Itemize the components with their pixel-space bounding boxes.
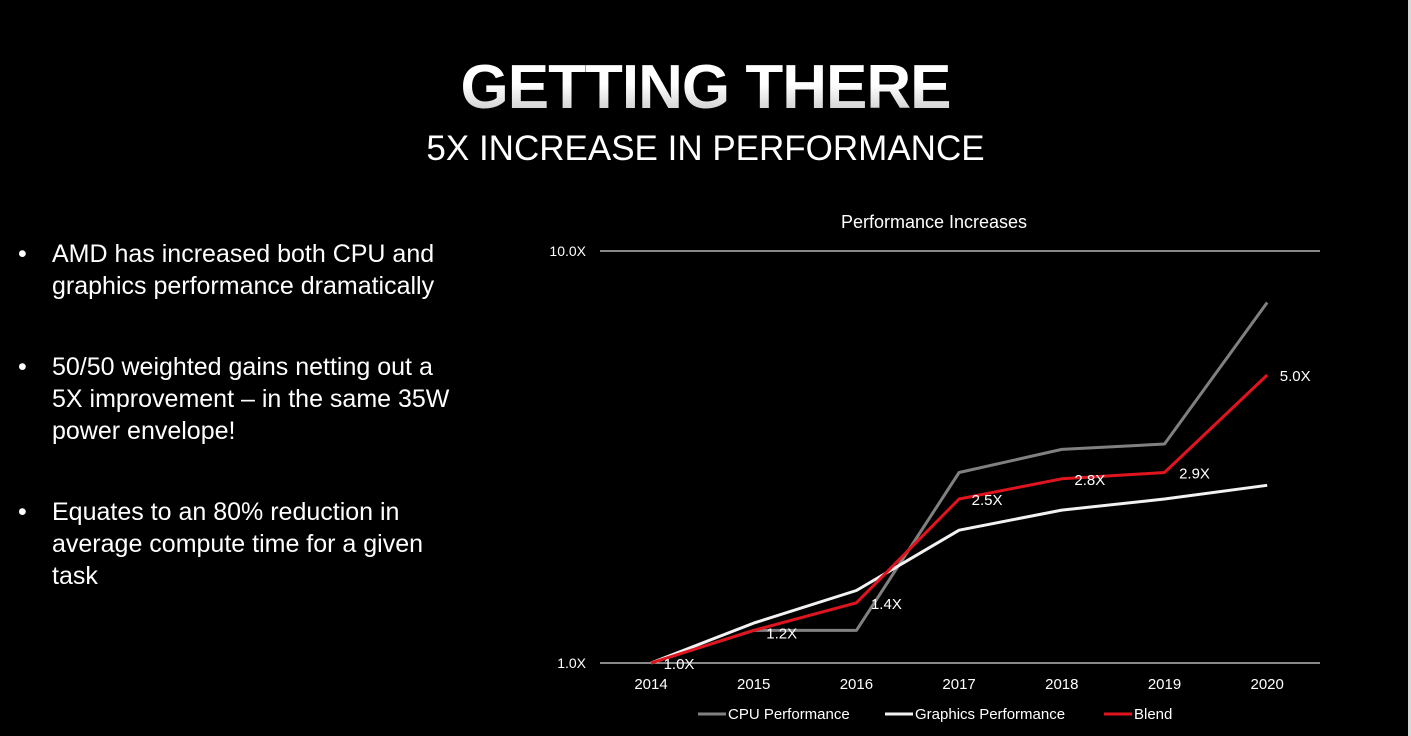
data-label: 5.0X bbox=[1280, 368, 1311, 385]
data-label: 2.8X bbox=[1074, 472, 1105, 489]
right-edge-border bbox=[1408, 0, 1411, 736]
bullet-list: • AMD has increased both CPU and graphic… bbox=[18, 238, 458, 641]
x-tick-label: 2014 bbox=[634, 676, 667, 693]
series-line-cpu-performance bbox=[650, 301, 1269, 665]
data-label: 1.2X bbox=[766, 625, 797, 642]
data-label: 2.5X bbox=[972, 492, 1003, 509]
slide-subtitle: 5X INCREASE IN PERFORMANCE bbox=[426, 129, 985, 168]
x-tick-label: 2016 bbox=[840, 676, 873, 693]
series-line-blend bbox=[650, 373, 1269, 665]
data-label: 2.9X bbox=[1179, 465, 1210, 482]
performance-chart: Performance Increases 10.0X 1.0X 2014 2015 20… bbox=[549, 212, 1320, 723]
legend-label: Graphics Performance bbox=[915, 706, 1065, 723]
bullet-item: • AMD has increased both CPU and graphic… bbox=[18, 238, 458, 302]
bullet-dot-icon: • bbox=[18, 240, 27, 268]
y-tick-label: 1.0X bbox=[557, 655, 586, 671]
legend-label: CPU Performance bbox=[728, 706, 850, 723]
x-tick-label: 2017 bbox=[942, 676, 975, 693]
bullet-text: Equates to an 80% reduction in average c… bbox=[52, 498, 424, 590]
bullet-text: 50/50 weighted gains netting out a 5X im… bbox=[52, 353, 450, 445]
bullet-dot-icon: • bbox=[18, 498, 27, 526]
bullet-dot-icon: • bbox=[18, 353, 27, 381]
legend-label: Blend bbox=[1134, 706, 1172, 723]
y-tick-label: 10.0X bbox=[549, 243, 586, 259]
bullet-text: AMD has increased both CPU and graphics … bbox=[52, 240, 435, 300]
data-label: 1.0X bbox=[664, 656, 695, 673]
slide-title: GETTING THERE bbox=[0, 52, 1411, 124]
series-line-graphics-performance bbox=[650, 483, 1268, 665]
bullet-item: • 50/50 weighted gains netting out a 5X … bbox=[18, 351, 458, 447]
data-label: 1.4X bbox=[871, 596, 902, 613]
x-tick-label: 2015 bbox=[737, 676, 770, 693]
x-tick-label: 2020 bbox=[1251, 676, 1284, 693]
chart-title: Performance Increases bbox=[841, 212, 1027, 232]
x-tick-label: 2018 bbox=[1045, 676, 1078, 693]
bullet-item: • Equates to an 80% reduction in average… bbox=[18, 496, 458, 592]
x-tick-label: 2019 bbox=[1148, 676, 1181, 693]
